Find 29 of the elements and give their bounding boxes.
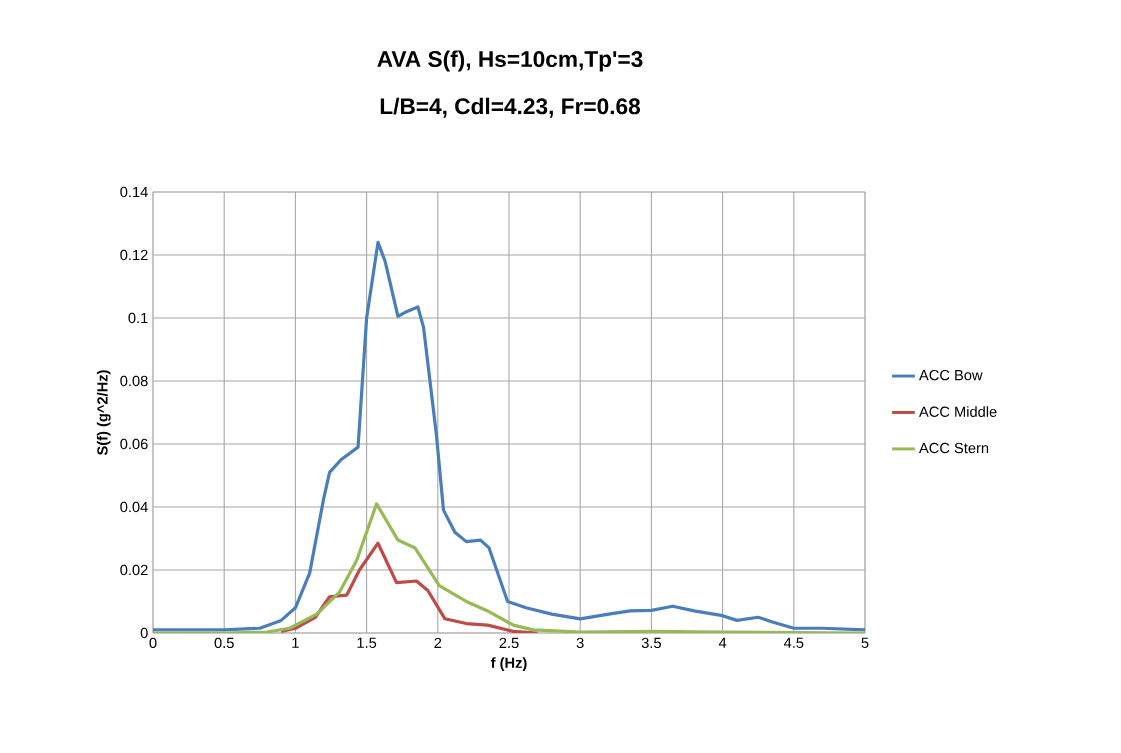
line-series: [153, 502, 865, 633]
legend-label: ACC Stern: [919, 442, 989, 454]
legend-label: ACC Bow: [919, 369, 983, 381]
y-tick-label: 0.02: [120, 564, 148, 576]
y-tick-label: 0.1: [128, 312, 148, 324]
x-tick-label: 0.5: [214, 637, 234, 649]
x-tick-label: 3: [576, 637, 584, 649]
y-tick-label: 0.14: [120, 186, 148, 198]
legend-label: ACC Middle: [919, 406, 997, 417]
y-axis-title: S(f) (g^2/Hz): [96, 370, 111, 456]
x-axis-title: f (Hz): [490, 657, 527, 671]
x-tick-label: 2: [434, 637, 442, 648]
x-tick-label: 1.5: [357, 637, 377, 648]
x-tick-label: 5: [861, 637, 869, 648]
x-tick-label: 3.5: [641, 637, 661, 649]
y-tick-label: 0: [140, 627, 148, 639]
line-series: [153, 240, 865, 632]
chart-subtitle: L/B=4, Cdl=4.23, Fr=0.68: [380, 97, 641, 118]
y-tick-label: 0.06: [120, 438, 148, 450]
x-tick-label: 4.5: [783, 637, 804, 648]
y-tick-label: 0.12: [120, 249, 148, 261]
x-tick-label: 4: [718, 637, 727, 648]
x-tick-label: 1: [292, 637, 299, 648]
y-tick-label: 0.04: [120, 501, 148, 513]
line-series: [279, 541, 540, 633]
x-tick-label: 0: [149, 637, 157, 649]
x-tick-label: 2.5: [499, 637, 519, 649]
chart-title: AVA S(f), Hs=10cm,Tp'=3: [377, 50, 643, 72]
y-tick-label: 0.08: [120, 375, 148, 387]
